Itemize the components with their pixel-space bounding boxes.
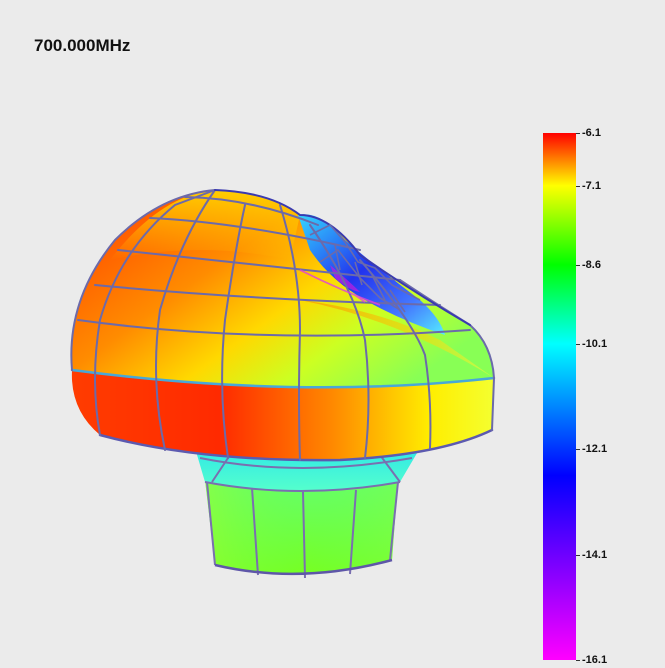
- radiation-pattern-3d[interactable]: [0, 0, 540, 668]
- colorbar-tick-mark: [576, 264, 580, 266]
- colorbar-tick-mark: [576, 554, 580, 556]
- colorbar-tick-mark: [576, 660, 580, 661]
- upper-lobe: [70, 189, 496, 462]
- colorbar-tick-mark: [576, 343, 580, 345]
- colorbar-tick-mark: [576, 185, 580, 187]
- colorbar-tick-label: -14.1: [582, 548, 608, 561]
- colorbar-tick-label: -6.1: [582, 127, 601, 139]
- colorbar-gradient: [543, 133, 576, 660]
- colorbar-tick-label: -8.6: [582, 258, 601, 271]
- colorbar-tick-label: -10.1: [582, 337, 608, 350]
- colorbar-tick-label: -16.1: [582, 654, 608, 666]
- colorbar-tick-mark: [576, 133, 580, 134]
- colorbar-tick-label: -7.1: [582, 179, 601, 192]
- colorbar-tick-label: -12.1: [582, 443, 608, 456]
- frequency-title: 700.000MHz: [34, 36, 131, 55]
- gain-colorbar: [543, 133, 576, 660]
- colorbar-tick-mark: [576, 449, 580, 451]
